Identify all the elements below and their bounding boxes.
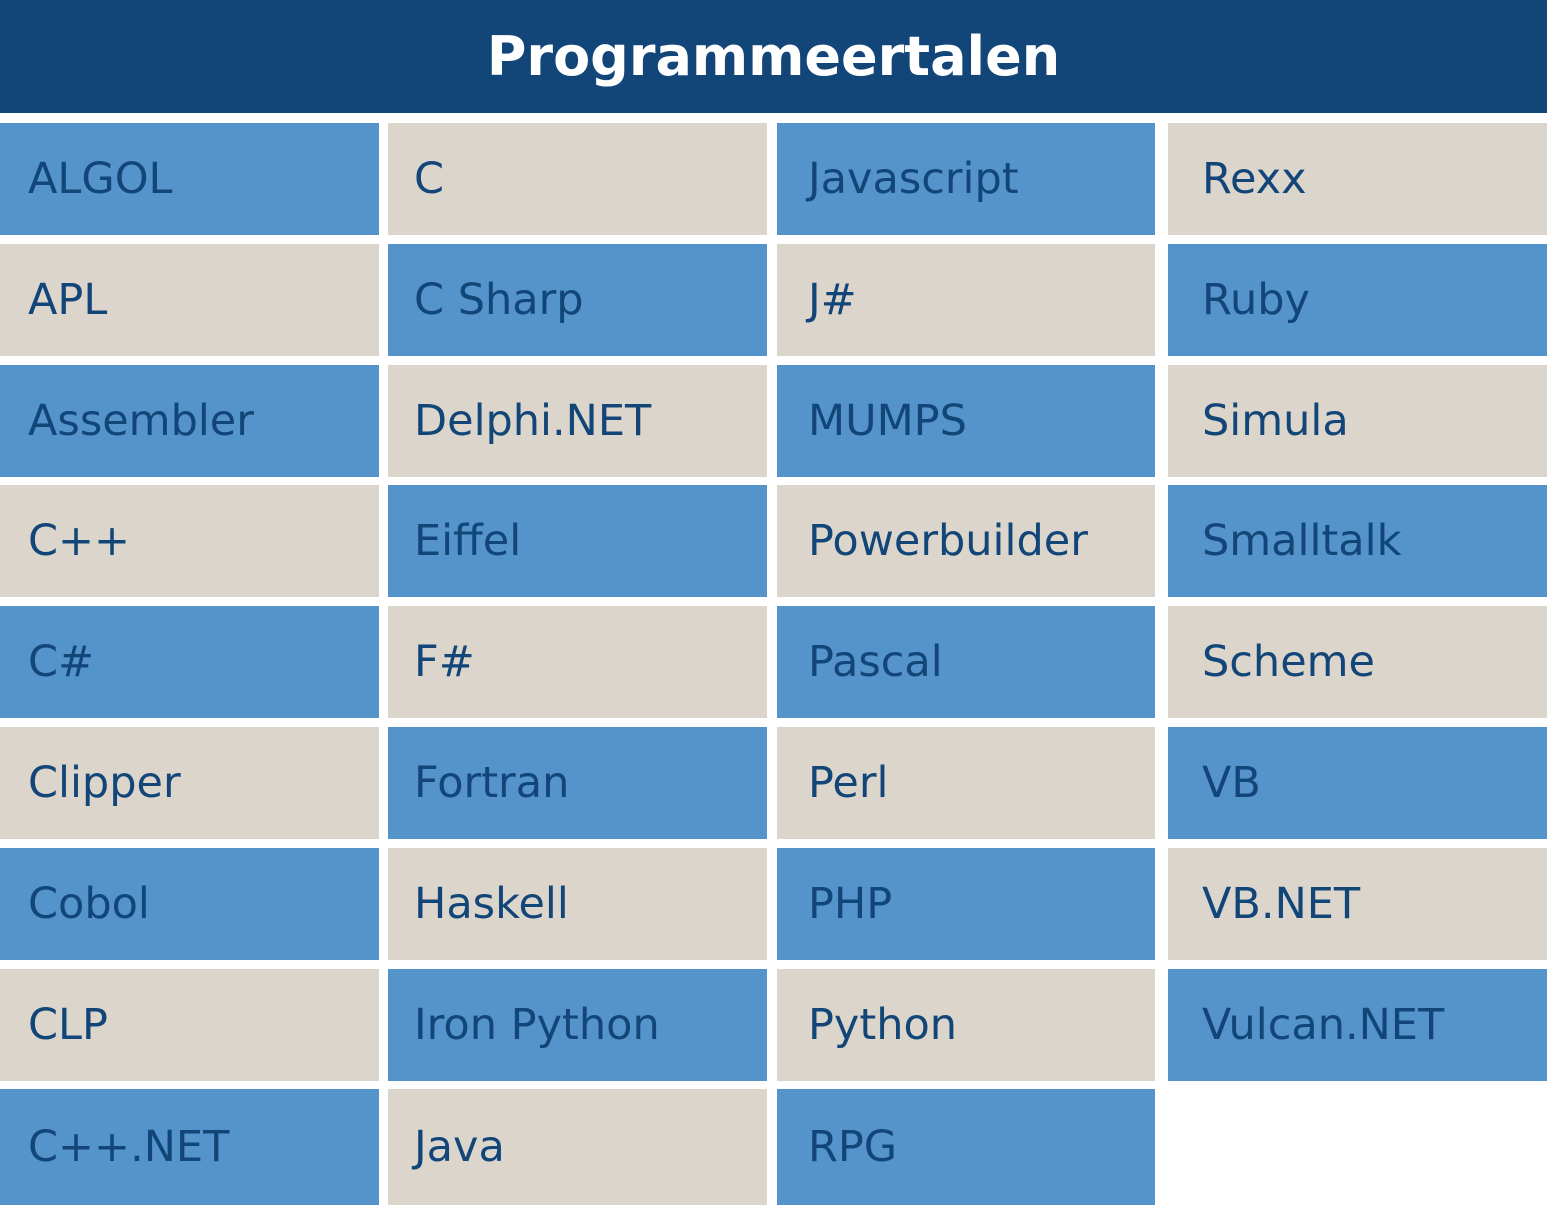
- language-cell: Vulcan.NET: [1168, 969, 1547, 1081]
- language-cell: Haskell: [388, 848, 767, 960]
- language-cell: C++: [0, 485, 379, 597]
- language-cell: F#: [388, 606, 767, 718]
- language-cell: ALGOL: [0, 123, 379, 235]
- language-cell: Perl: [777, 727, 1155, 839]
- language-cell: Eiffel: [388, 485, 767, 597]
- language-cell: C Sharp: [388, 244, 767, 356]
- language-cell: J#: [777, 244, 1155, 356]
- language-cell: Simula: [1168, 365, 1547, 477]
- language-cell: Python: [777, 969, 1155, 1081]
- language-cell: CLP: [0, 969, 379, 1081]
- language-cell: Javascript: [777, 123, 1155, 235]
- table-title: Programmeertalen: [486, 25, 1061, 88]
- language-cell: C++.NET: [0, 1089, 379, 1205]
- language-cell: C#: [0, 606, 379, 718]
- language-cell: C: [388, 123, 767, 235]
- table-header: Programmeertalen: [0, 0, 1547, 113]
- language-cell: Smalltalk: [1168, 485, 1547, 597]
- language-cell: APL: [0, 244, 379, 356]
- language-cell: Scheme: [1168, 606, 1547, 718]
- language-cell: Rexx: [1168, 123, 1547, 235]
- language-cell: RPG: [777, 1089, 1155, 1205]
- language-cell: Cobol: [0, 848, 379, 960]
- language-cell: Powerbuilder: [777, 485, 1155, 597]
- language-cell: Ruby: [1168, 244, 1547, 356]
- language-cell: Java: [388, 1089, 767, 1205]
- language-cell: Clipper: [0, 727, 379, 839]
- language-cell: VB: [1168, 727, 1547, 839]
- language-cell: MUMPS: [777, 365, 1155, 477]
- language-cell: Pascal: [777, 606, 1155, 718]
- language-cell: Fortran: [388, 727, 767, 839]
- language-cell: Assembler: [0, 365, 379, 477]
- language-cell: VB.NET: [1168, 848, 1547, 960]
- language-cell: Iron Python: [388, 969, 767, 1081]
- language-cell: Delphi.NET: [388, 365, 767, 477]
- language-cell: PHP: [777, 848, 1155, 960]
